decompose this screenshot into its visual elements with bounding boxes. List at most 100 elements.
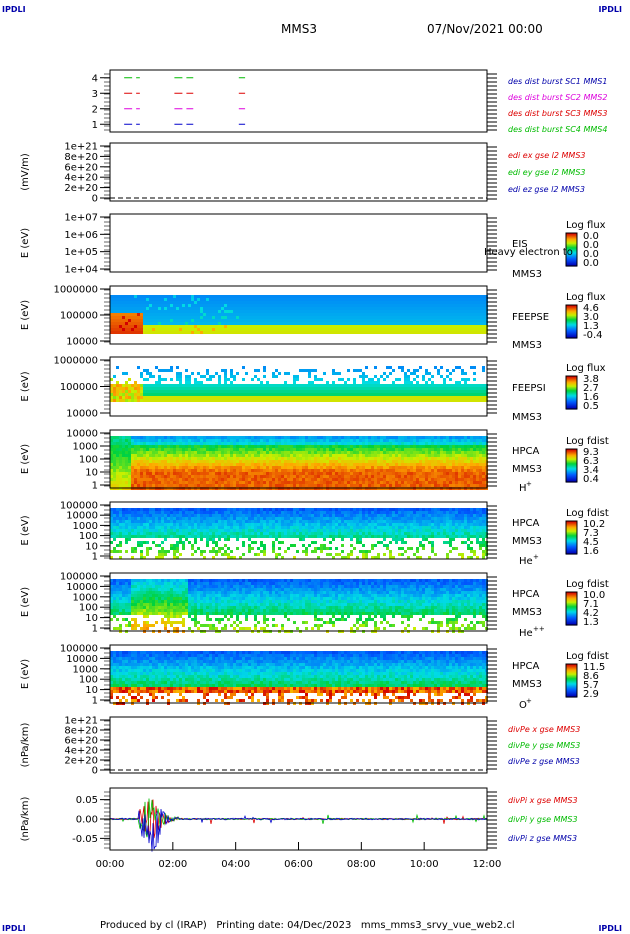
panel-5-heatmap-cell	[311, 466, 314, 469]
panel-4-heatmap-cell	[362, 378, 365, 381]
panel-4-heatmap-cell	[203, 375, 206, 378]
panel-3-heatmap-cell	[386, 310, 389, 313]
panel-3-heatmap-cell	[401, 298, 404, 301]
panel-4-colorbar-swatch	[566, 392, 577, 395]
panel-5-heatmap-cell	[395, 466, 398, 469]
panel-3-heatmap-cell	[161, 328, 164, 331]
panel-3-heatmap-cell	[329, 304, 332, 307]
panel-5-heatmap-cell	[410, 475, 413, 478]
panel-5-heatmap-cell	[299, 454, 302, 457]
panel-3-heatmap-cell	[203, 298, 206, 301]
panel-5-heatmap-cell	[446, 445, 449, 448]
panel-3-heatmap-cell	[149, 331, 152, 334]
panel-3-heatmap-cell	[320, 328, 323, 331]
panel-3-heatmap-cell	[338, 307, 341, 310]
panel-5-heatmap-cell	[149, 463, 152, 466]
panel-5-heatmap-cell	[416, 445, 419, 448]
panel-3-heatmap-cell	[443, 298, 446, 301]
panel-3-heatmap-cell	[206, 304, 209, 307]
panel-4-heatmap-cell	[128, 396, 131, 399]
panel-5-heatmap-cell	[299, 466, 302, 469]
panel-3-heatmap-cell	[413, 295, 416, 298]
panel-4-heatmap-cell	[236, 393, 239, 396]
panel-3-heatmap-cell	[110, 325, 113, 328]
panel-5-heatmap-cell	[332, 454, 335, 457]
panel-3-heatmap-cell	[185, 295, 188, 298]
panel-5-heatmap-cell	[248, 442, 251, 445]
panel-5-heatmap-cell	[176, 478, 179, 481]
panel-5-heatmap-cell	[197, 484, 200, 487]
panel-5-heatmap-cell	[395, 475, 398, 478]
panel-5-heatmap-cell	[329, 439, 332, 442]
panel-3-heatmap-cell	[440, 319, 443, 322]
panel-1-ytick-label: 6e+20	[64, 162, 98, 173]
panel-4-heatmap-cell	[326, 399, 329, 402]
panel-3-heatmap-cell	[308, 310, 311, 313]
panel-4-heatmap-cell	[239, 396, 242, 399]
panel-5-heatmap-cell	[365, 478, 368, 481]
panel-5-heatmap-cell	[128, 439, 131, 442]
panel-3-heatmap-cell	[182, 322, 185, 325]
panel-3-heatmap-cell	[449, 328, 452, 331]
panel-4-heatmap-cell	[407, 378, 410, 381]
panel-4-colorbar-swatch	[566, 390, 577, 392]
panel-5-heatmap-cell	[371, 481, 374, 484]
panel-3-heatmap-cell	[119, 307, 122, 310]
panel-3-heatmap-cell	[188, 325, 191, 328]
panel-5-heatmap-cell	[161, 457, 164, 460]
panel-5-heatmap-cell	[200, 466, 203, 469]
panel-3-heatmap-cell	[383, 316, 386, 319]
panel-4-heatmap-cell	[221, 369, 224, 372]
panel-5-heatmap-cell	[317, 451, 320, 454]
panel-5-heatmap-cell	[146, 463, 149, 466]
panel-3-heatmap-cell	[482, 322, 485, 325]
panel-3-heatmap-cell	[254, 304, 257, 307]
panel-5-heatmap-cell	[272, 469, 275, 472]
panel-5-heatmap-cell	[416, 436, 419, 439]
panel-3-heatmap-cell	[140, 307, 143, 310]
panel-5-heatmap-cell	[356, 436, 359, 439]
panel-5-heatmap-cell	[197, 451, 200, 454]
panel-3-heatmap-cell	[242, 310, 245, 313]
panel-3-heatmap-cell	[131, 307, 134, 310]
panel-3-heatmap-cell	[155, 298, 158, 301]
panel-5-heatmap-cell	[185, 475, 188, 478]
panel-4-heatmap-cell	[458, 399, 461, 402]
panel-5-heatmap-cell	[341, 442, 344, 445]
panel-4-heatmap-cell	[236, 390, 239, 393]
panel-4-heatmap-cell	[140, 393, 143, 396]
panel-3-heatmap-cell	[452, 331, 455, 334]
panel-4-heatmap-cell	[398, 396, 401, 399]
panel-4-heatmap-cell	[458, 381, 461, 384]
panel-5-heatmap-cell	[179, 463, 182, 466]
panel-5-heatmap-cell	[443, 472, 446, 475]
panel-3-heatmap-cell	[401, 328, 404, 331]
panel-5-heatmap-cell	[227, 469, 230, 472]
panel-4-heatmap-cell	[116, 384, 119, 387]
panel-3-heatmap-cell	[137, 325, 140, 328]
panel-3-heatmap-cell	[266, 307, 269, 310]
panel-5-heatmap-cell	[365, 463, 368, 466]
panel-3-heatmap-cell	[155, 319, 158, 322]
panel-4-heatmap-cell	[437, 372, 440, 375]
panel-5-heatmap-cell	[302, 445, 305, 448]
panel-3-heatmap-cell	[245, 328, 248, 331]
panel-3-heatmap-cell	[194, 328, 197, 331]
panel-5-heatmap-cell	[248, 463, 251, 466]
panel-3-heatmap-cell	[404, 331, 407, 334]
panel-4-heatmap-cell	[272, 396, 275, 399]
panel-3-heatmap-cell	[260, 313, 263, 316]
panel-3-heatmap-cell	[152, 322, 155, 325]
panel-5-heatmap-cell	[401, 442, 404, 445]
panel-5-heatmap-cell	[110, 439, 113, 442]
panel-5-heatmap-cell	[410, 484, 413, 487]
panel-5-heatmap-cell	[110, 472, 113, 475]
panel-3-heatmap-cell	[326, 316, 329, 319]
panel-5-heatmap-cell	[191, 484, 194, 487]
panel-5-heatmap-cell	[440, 472, 443, 475]
panel-3-heatmap-cell	[242, 313, 245, 316]
panel-3-heatmap-cell	[128, 319, 131, 322]
panel-3-heatmap-cell	[149, 322, 152, 325]
panel-4-heatmap-cell	[137, 387, 140, 390]
panel-3-heatmap-cell	[446, 331, 449, 334]
